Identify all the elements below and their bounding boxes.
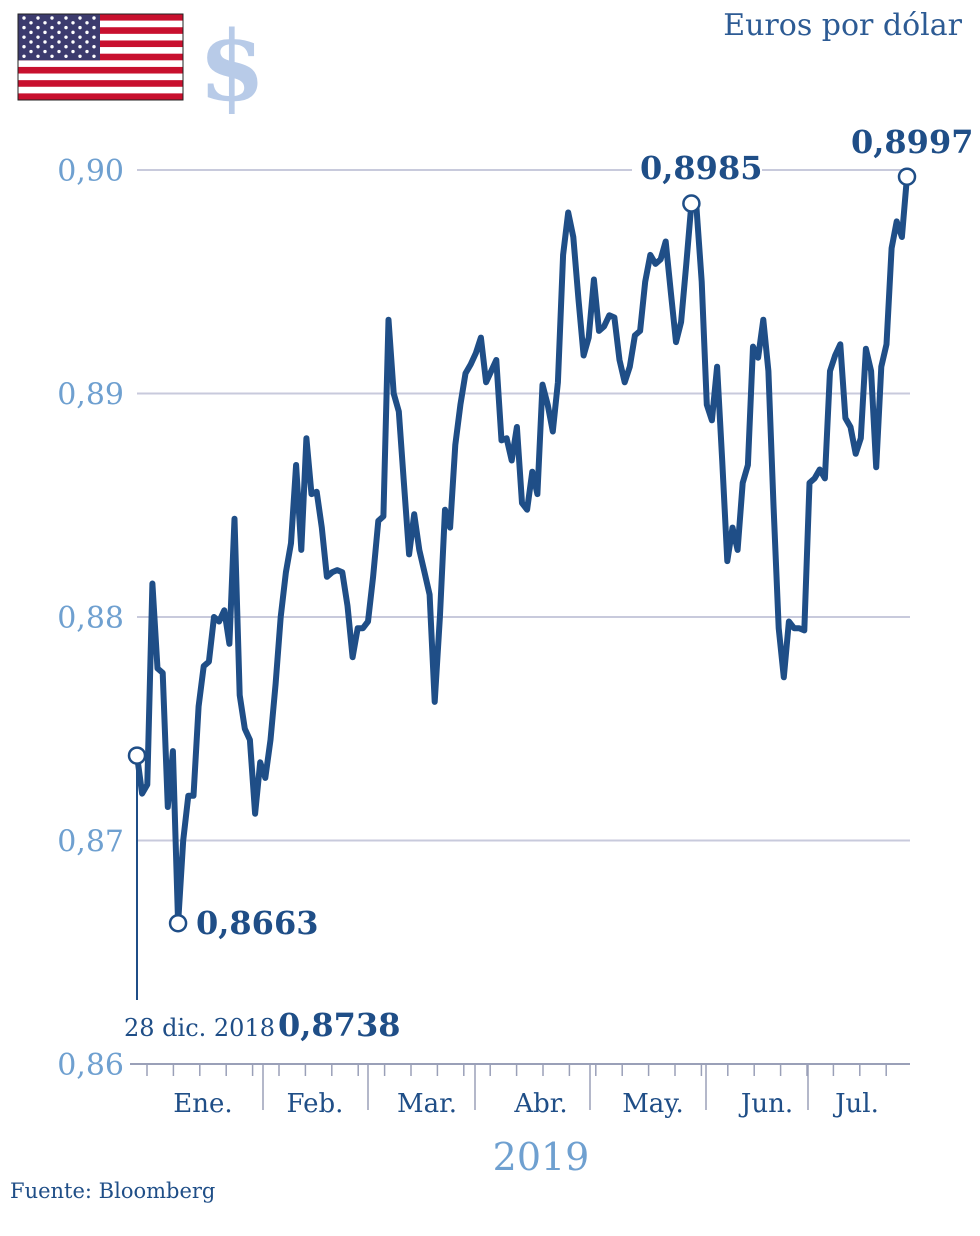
flag-star [36, 16, 40, 20]
flag-star [92, 54, 96, 59]
flag-stripe [18, 14, 183, 21]
flag-stripe [18, 93, 183, 101]
y-tick-label: 0,90 [57, 154, 124, 189]
flag-star [22, 25, 26, 30]
flag-star [64, 45, 68, 49]
us-flag-icon [17, 13, 184, 101]
flag-star [92, 45, 96, 49]
series-layer [134, 173, 910, 927]
y-tick-label: 0,89 [57, 378, 124, 413]
flag-stripe [18, 33, 183, 41]
flag-star [29, 30, 33, 35]
data-point-marker [682, 194, 701, 213]
flag-star [92, 25, 96, 30]
flag-star [85, 49, 89, 54]
flag-canton [18, 14, 100, 61]
y-tick-label: 0,88 [57, 601, 124, 636]
flag-star [43, 49, 47, 54]
x-tick-label: Ene. [173, 1089, 232, 1119]
flag-star [29, 40, 33, 44]
flag-stripe [18, 66, 183, 74]
y-tick-label: 0,87 [57, 825, 124, 860]
flag-stripe [18, 80, 183, 88]
x-tick-label: Jun. [738, 1089, 793, 1119]
flag-star [85, 40, 89, 44]
flag-star [78, 16, 82, 20]
marker-layer: 0,8985 0,8997 [127, 123, 973, 933]
flag-stripe [18, 53, 183, 61]
flag-star [36, 25, 40, 30]
x-tick-label: May. [622, 1089, 684, 1119]
x-tick-label: Feb. [287, 1089, 344, 1119]
start-value-label: 0,8738 [278, 1006, 400, 1044]
flag-star [78, 54, 82, 59]
flag-star [22, 16, 26, 20]
callout-may-peak: 0,8985 [640, 149, 762, 187]
y-tick-label: 0,86 [57, 1048, 124, 1083]
flag-stripe [18, 27, 183, 35]
flag-star [64, 35, 68, 39]
flag-star [22, 54, 26, 59]
label-background [845, 124, 965, 162]
flag-star [50, 35, 54, 39]
callout-min: 0,8663 [196, 904, 318, 942]
flag-star [43, 40, 47, 44]
flag-stripe [18, 60, 183, 68]
x-tick-label: Jul. [832, 1089, 879, 1119]
flag-star [92, 35, 96, 39]
flag-star [43, 30, 47, 35]
series-line [134, 173, 910, 927]
flag-star [64, 25, 68, 30]
flag-star [71, 40, 75, 44]
flag-star [50, 45, 54, 49]
data-point-marker [127, 746, 147, 765]
x-axis: Ene. Feb. Mar. Abr. May. Jun. Jul. [130, 755, 910, 1119]
year-label: 2019 [493, 1135, 590, 1179]
callout-last: 0,8997 [851, 123, 973, 161]
flag-star [85, 21, 89, 25]
flag-star [71, 30, 75, 35]
data-point-marker [897, 167, 917, 186]
flag-star [36, 45, 40, 49]
unit-label: Euros por dólar [723, 8, 962, 43]
flag-star [64, 16, 68, 20]
flag-star [29, 49, 33, 54]
flag-star [22, 35, 26, 39]
flag-star [57, 49, 61, 54]
flag-stripe [18, 40, 183, 48]
flag-star [29, 21, 33, 25]
data-point-marker [168, 913, 188, 933]
flag-stripe [18, 20, 183, 28]
flag-star [36, 54, 40, 59]
flag-stripe [18, 86, 183, 94]
x-tick-label: Mar. [397, 1089, 457, 1119]
y-axis: 0,86 0,87 0,88 0,89 0,90 [57, 154, 124, 1083]
flag-star [36, 35, 40, 39]
flag-stripe [18, 73, 183, 81]
label-background [632, 150, 762, 190]
flag-star [57, 40, 61, 44]
flag-star [78, 25, 82, 30]
flag-border [17, 13, 184, 101]
flag-star [92, 16, 96, 20]
source-label: Fuente: Bloomberg [10, 1179, 215, 1203]
flag-star [22, 45, 26, 49]
flag-star [50, 54, 54, 59]
flag-star [57, 21, 61, 25]
flag-star [78, 35, 82, 39]
flag-star [50, 25, 54, 30]
flag-star [71, 21, 75, 25]
flag-star [57, 30, 61, 35]
dollar-sign-icon: $ [199, 10, 266, 123]
start-date-label: 28 dic. 2018 [124, 1014, 275, 1042]
flag-star [78, 45, 82, 49]
flag-star [64, 54, 68, 59]
flag-star [85, 30, 89, 35]
flag-star [71, 49, 75, 54]
flag-star [43, 21, 47, 25]
flag-stripe [18, 47, 183, 54]
x-tick-label: Abr. [513, 1089, 567, 1119]
flag-star [50, 16, 54, 20]
